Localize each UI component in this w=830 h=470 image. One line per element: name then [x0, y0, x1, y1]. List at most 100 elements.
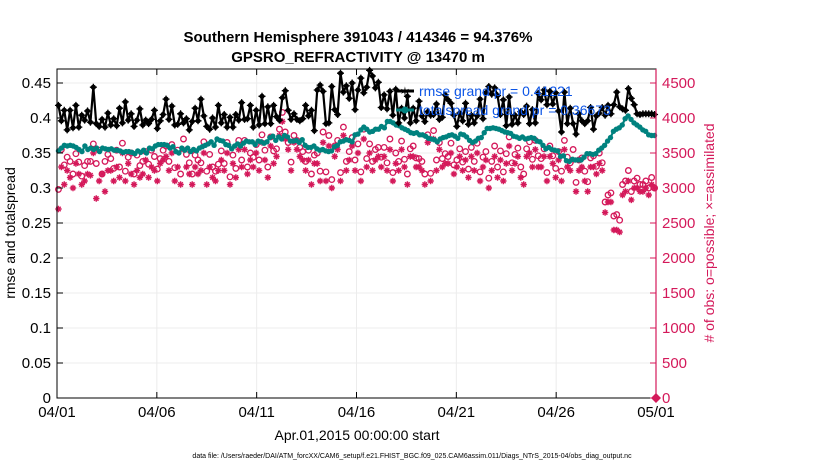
x-tick-label: 04/11: [238, 404, 274, 421]
obs-assimilated-point: [567, 167, 574, 174]
rmse-point: [78, 111, 86, 119]
obs-assimilated-point: [485, 184, 493, 192]
obs-possible-point: [86, 157, 94, 165]
rmse-point: [485, 83, 493, 90]
obs-assimilated-point: [366, 149, 373, 157]
rmse-point: [453, 122, 461, 130]
obs-assimilated-point: [151, 167, 158, 174]
rmse-point: [145, 120, 153, 128]
chart-title-line2: GPSRO_REFRACTIVITY @ 13470 m: [231, 49, 485, 66]
rmse-point: [337, 69, 345, 77]
obs-assimilated-point: [491, 153, 498, 160]
obs-assimilated-point: [453, 163, 461, 171]
obs-assimilated-point: [601, 209, 609, 216]
obs-assimilated-point: [494, 174, 501, 181]
rmse-point: [528, 106, 536, 114]
obs-assimilated-point: [508, 167, 516, 174]
rmse-point: [281, 87, 289, 95]
obs-possible-point: [319, 128, 327, 136]
rmse-point: [252, 106, 260, 114]
obs-assimilated-point: [203, 181, 210, 188]
obs-assimilated-point: [514, 153, 522, 160]
rmse-point: [229, 123, 237, 131]
obs-assimilated-point: [136, 174, 144, 181]
obs-assimilated-point: [212, 177, 219, 185]
obs-assimilated-point: [378, 163, 385, 171]
obs-assimilated-point: [72, 160, 80, 167]
obs-assimilated-point: [383, 167, 391, 174]
obs-assimilated-point: [532, 146, 539, 153]
rmse-point: [589, 125, 597, 133]
obs-possible-point: [101, 157, 109, 165]
obs-assimilated-point: [616, 228, 623, 236]
obs-possible-point: [226, 173, 234, 181]
rmse-point: [238, 99, 246, 107]
rmse-point: [226, 113, 234, 121]
rmse-point: [63, 126, 71, 134]
obs-assimilated-point: [200, 149, 208, 157]
obs-possible-point: [552, 164, 560, 172]
obs-assimilated-point: [642, 184, 650, 192]
obs-assimilated-point: [418, 167, 426, 174]
obs-assimilated-point: [520, 181, 527, 188]
rmse-point: [560, 88, 568, 96]
y-right-tick-label: 3000: [662, 180, 695, 197]
obs-assimilated-point: [142, 156, 149, 164]
rmse-point: [363, 83, 371, 91]
obs-assimilated-point: [625, 177, 632, 185]
rmse-point: [438, 113, 446, 121]
obs-possible-point: [514, 144, 522, 152]
rmse-point: [441, 91, 449, 99]
rmse-point: [104, 109, 112, 117]
obs-assimilated-point: [75, 170, 83, 178]
obs-assimilated-point: [316, 177, 324, 185]
spread-point: [170, 144, 176, 150]
rmse-point: [598, 104, 606, 111]
obs-possible-point: [273, 145, 280, 153]
obs-assimilated-point: [392, 160, 399, 167]
x-tick-label: 04/06: [138, 404, 176, 421]
rmse-point: [342, 82, 350, 90]
y-right-tick-label: 0: [662, 390, 670, 407]
obs-assimilated-point: [325, 142, 333, 150]
rmse-point: [395, 119, 403, 127]
obs-assimilated-point: [162, 153, 170, 160]
obs-assimilated-point: [287, 167, 295, 174]
obs-assimilated-point: [343, 167, 350, 174]
rmse-point: [84, 107, 92, 115]
obs-possible-point: [616, 216, 624, 224]
spread-point: [299, 137, 305, 143]
rmse-point: [139, 121, 147, 129]
obs-possible-point: [496, 147, 504, 155]
obs-possible-point: [206, 150, 214, 158]
obs-possible-point: [392, 149, 400, 157]
obs-possible-point: [357, 168, 365, 176]
rmse-point: [523, 102, 531, 110]
rmse-point: [136, 105, 144, 113]
x-tick-label: 05/01: [637, 404, 675, 421]
y-left-tick-label: 0.45: [22, 75, 51, 92]
rmse-point: [302, 101, 310, 109]
obs-assimilated-point: [127, 170, 135, 178]
obs-assimilated-point: [133, 167, 141, 174]
obs-possible-point: [430, 127, 438, 135]
rmse-point: [447, 99, 455, 107]
obs-possible-point: [386, 135, 394, 143]
obs-assimilated-point: [252, 149, 260, 157]
obs-assimilated-point: [354, 149, 362, 157]
obs-possible-point: [409, 142, 417, 150]
rmse-point: [156, 117, 164, 125]
rmse-point: [555, 107, 563, 115]
obs-assimilated-point: [462, 156, 469, 164]
rmse-point: [305, 112, 313, 120]
rmse-point: [621, 106, 629, 114]
rmse-point: [258, 92, 266, 100]
y-left-tick-label: 0: [43, 390, 51, 407]
obs-possible-point: [467, 143, 475, 151]
obs-assimilated-point: [546, 153, 554, 160]
rmse-point: [406, 119, 414, 127]
rmse-point: [630, 101, 638, 109]
obs-assimilated-point: [174, 163, 181, 171]
rmse-point: [101, 123, 109, 131]
x-tick-label: 04/16: [338, 404, 376, 421]
